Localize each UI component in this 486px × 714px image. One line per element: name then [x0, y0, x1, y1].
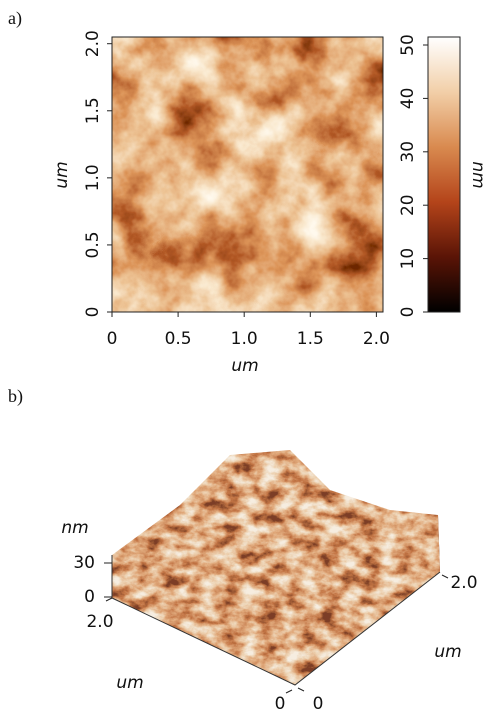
surface-top: [112, 450, 440, 685]
colorbar-tick-label: 30: [398, 141, 418, 163]
panel-label: a): [8, 8, 22, 29]
y-tick: [285, 689, 293, 694]
z-tick-label: 0: [84, 587, 95, 607]
colorbar-tick-label: 20: [398, 194, 418, 216]
colorbar-tick-label: 50: [398, 34, 418, 56]
panel-label: b): [8, 386, 23, 407]
y-axis-label: um: [52, 161, 72, 188]
x-tick-label: 0.5: [165, 329, 192, 349]
x-tick-label: 2.0: [363, 329, 390, 349]
y-axis-label: um: [116, 673, 143, 693]
colorbar: [427, 36, 461, 313]
z-tick-label: 30: [73, 553, 95, 573]
y-tick-label: 0: [83, 307, 103, 318]
y-tick-label: 2.0: [83, 30, 103, 57]
colorbar-tick-label: 0: [398, 307, 418, 318]
y-tick-label: 1.5: [83, 97, 103, 124]
y-tick-label: 0.5: [83, 231, 103, 258]
y-tick-label: 0: [275, 694, 286, 714]
plot-frame: [111, 36, 384, 313]
x-axis-label: um: [434, 642, 461, 662]
x-tick-label: 0: [313, 694, 324, 714]
heatmap-panel: a) um um nm 0 0.5 1.0 1.5 2.0 0 0.5 1.0 1.5 2.0 0 1…: [8, 8, 486, 376]
y-tick: [105, 597, 113, 602]
surface-base: [111, 555, 441, 686]
colorbar-label: nm: [468, 161, 486, 188]
x-tick: [297, 687, 305, 692]
y-tick-label: 2.0: [86, 612, 113, 632]
colorbar-tick-label: 10: [398, 248, 418, 270]
colorbar-tick-label: 40: [398, 88, 418, 110]
z-axis-label: nm: [61, 518, 88, 538]
surface-panel: b) nm um um 0 30 0 2.0 0 2.0: [8, 386, 478, 714]
x-tick-label: 2.0: [450, 573, 477, 593]
x-tick-label: 1.5: [297, 329, 324, 349]
x-tick-label: 1.0: [231, 329, 258, 349]
y-tick-label: 1.0: [83, 164, 103, 191]
x-axis-label: um: [231, 356, 258, 376]
height-map: [112, 37, 383, 312]
x-tick: [441, 574, 449, 579]
x-tick-label: 0: [107, 329, 118, 349]
